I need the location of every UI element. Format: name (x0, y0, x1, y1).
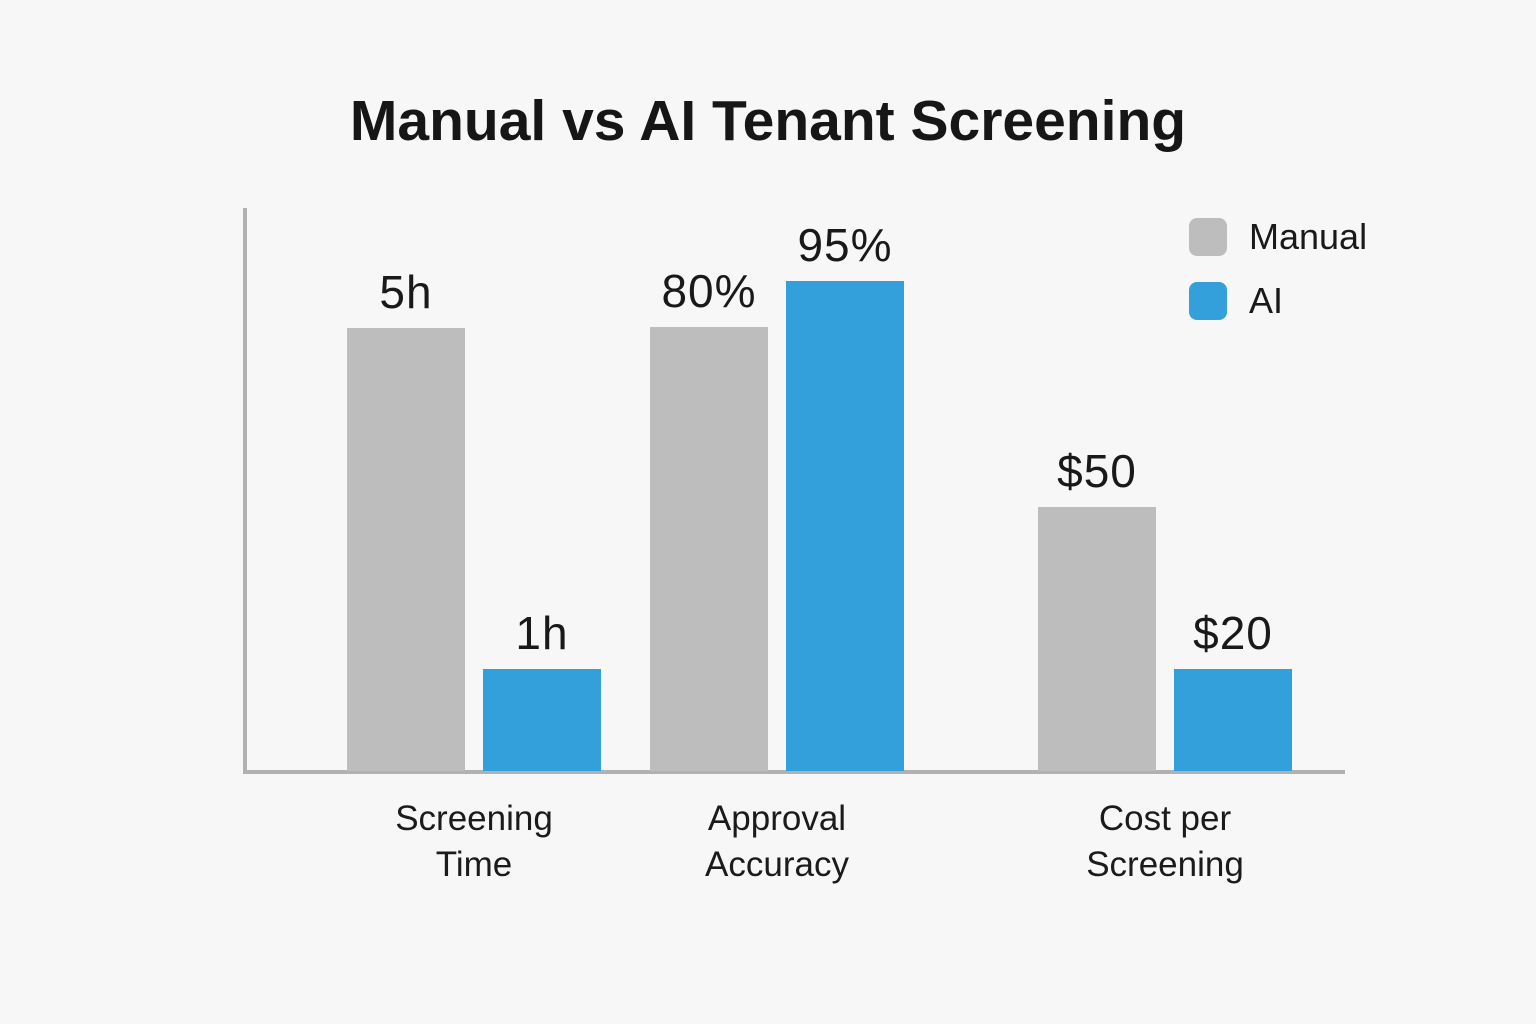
x-label-approval-accuracy: Approval Accuracy (705, 799, 849, 885)
value-label-ai-screening-time: 1h (515, 607, 569, 659)
x-label-screening-time: Screening Time (395, 799, 553, 885)
value-label-ai-approval-accuracy: 95% (797, 219, 893, 271)
bar-wrap-manual-screening-time: 5h (347, 265, 465, 771)
value-label-manual-screening-time: 5h (379, 266, 433, 318)
legend-item-manual: Manual (1189, 216, 1367, 258)
bar-manual-cost-per-screening (1038, 507, 1156, 771)
legend-label-ai: AI (1249, 280, 1284, 321)
legend-swatch-ai (1189, 282, 1227, 320)
chart-title: Manual vs AI Tenant Screening (349, 89, 1187, 153)
y-axis-line (243, 208, 247, 774)
x-axis-line (243, 770, 1345, 774)
bar-wrap-ai-screening-time: 1h (483, 606, 601, 771)
bar-group-approval-accuracy: 80% 95% (650, 218, 904, 771)
bar-ai-approval-accuracy (786, 281, 904, 771)
bar-manual-screening-time (347, 328, 465, 771)
legend-swatch-manual (1189, 218, 1227, 256)
bar-ai-cost-per-screening (1174, 669, 1292, 771)
legend-label-manual: Manual (1249, 216, 1368, 257)
plot-area: 5h 1h Screening Time 80% 95% Approval Accurac… (243, 208, 1345, 884)
x-label-cost-per-screening: Cost per Screening (1086, 799, 1244, 885)
value-label-ai-cost-per-screening: $20 (1193, 607, 1273, 659)
bar-wrap-manual-approval-accuracy: 80% (650, 264, 768, 771)
bar-wrap-manual-cost-per-screening: $50 (1038, 444, 1156, 771)
bar-ai-screening-time (483, 669, 601, 771)
bar-wrap-ai-approval-accuracy: 95% (786, 218, 904, 771)
bar-wrap-ai-cost-per-screening: $20 (1174, 606, 1292, 771)
legend: Manual AI (1189, 216, 1367, 322)
bar-group-cost-per-screening: $50 $20 (1038, 444, 1292, 771)
value-label-manual-cost-per-screening: $50 (1057, 445, 1137, 497)
bar-group-screening-time: 5h 1h (347, 265, 601, 771)
bar-manual-approval-accuracy (650, 327, 768, 771)
legend-item-ai: AI (1189, 280, 1367, 322)
value-label-manual-approval-accuracy: 80% (661, 265, 757, 317)
